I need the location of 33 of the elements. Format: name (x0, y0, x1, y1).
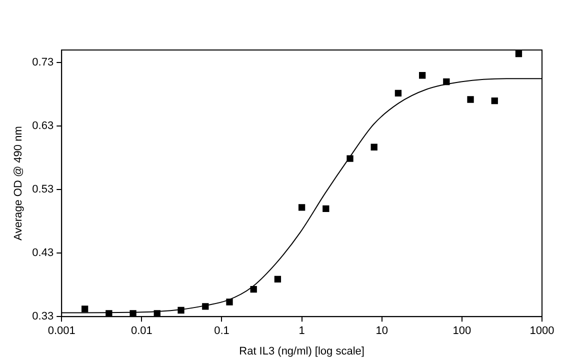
y-tick-label: 0.63 (32, 120, 54, 132)
point (106, 310, 112, 317)
point (202, 303, 209, 310)
point (322, 205, 330, 212)
point (491, 97, 498, 104)
y-tick-label: 0.73 (32, 56, 54, 69)
x-tick-label: 100 (452, 325, 472, 338)
point (274, 276, 282, 282)
x-tick-label: 0.001 (48, 325, 76, 338)
point (443, 78, 450, 86)
x-tick-label: 10 (376, 325, 388, 338)
point (394, 90, 402, 96)
point (130, 310, 136, 317)
point (298, 204, 306, 211)
x-tick-label: 0.1 (214, 325, 230, 338)
point (178, 306, 184, 314)
point (154, 310, 160, 317)
y-axis-title: Average OD @ 490 nm (12, 126, 25, 240)
point (418, 72, 426, 79)
point (226, 298, 233, 306)
x-axis-title: Rat IL3 (ng/ml) [log scale] (239, 345, 364, 358)
point (346, 155, 354, 162)
point (467, 96, 474, 103)
point (370, 144, 378, 150)
y-tick-label: 0.33 (32, 310, 54, 323)
point (82, 306, 88, 312)
point (250, 286, 257, 293)
point (515, 50, 522, 58)
x-tick-label: 1 (298, 325, 305, 338)
y-tick-label: 0.43 (32, 247, 54, 260)
x-tick-label: 1000 (530, 325, 554, 338)
x-tick-label: 0.01 (130, 325, 152, 338)
y-tick-label: 0.53 (32, 184, 54, 196)
